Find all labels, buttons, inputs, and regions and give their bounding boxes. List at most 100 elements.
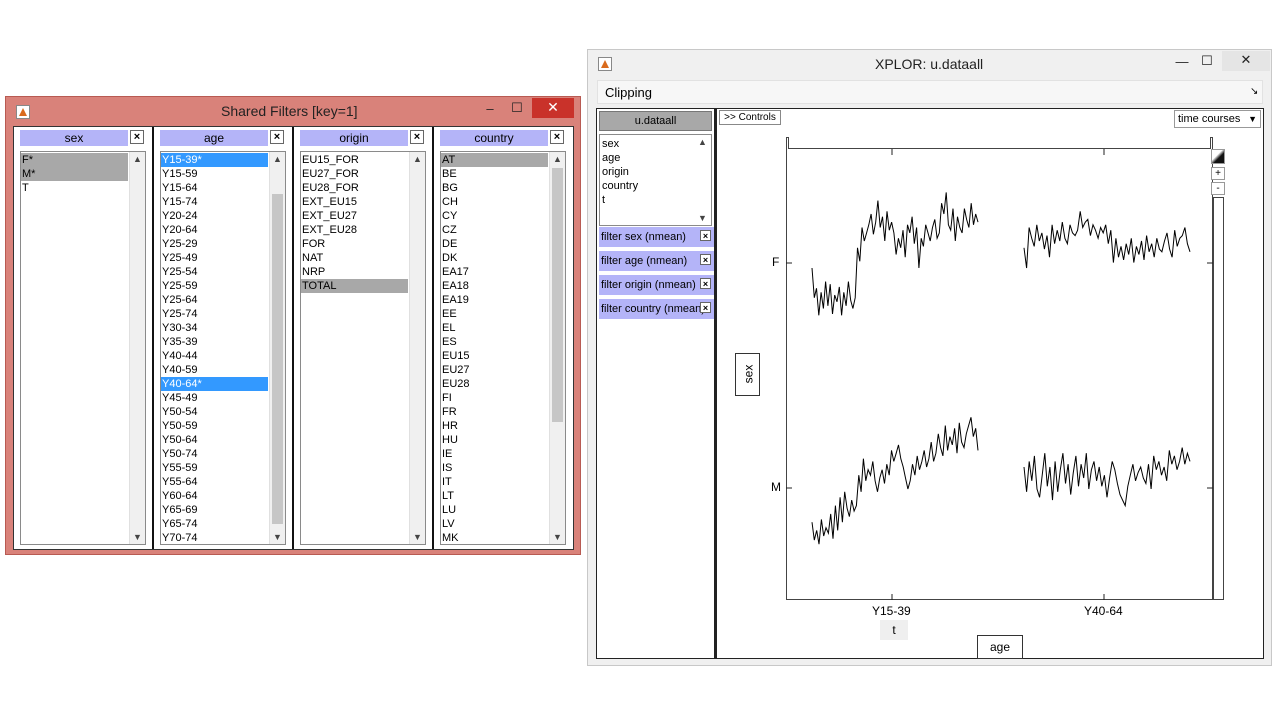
list-item[interactable]: ES — [442, 336, 457, 348]
scroll-down-arrow[interactable]: ▼ — [133, 532, 142, 542]
list-item[interactable]: Y15-39* — [161, 153, 268, 167]
list-item[interactable]: Y25-49 — [162, 252, 198, 264]
list-item[interactable]: CY — [442, 210, 458, 222]
list-item[interactable]: FOR — [302, 238, 326, 250]
list-item[interactable]: Y50-54 — [162, 406, 198, 418]
top-scroll-strip[interactable] — [788, 137, 1211, 149]
title-bar[interactable]: Shared Filters [key=1] – ☐ ✕ — [6, 97, 580, 125]
remove-filter-button[interactable]: × — [700, 254, 711, 265]
list-item[interactable]: FR — [442, 406, 457, 418]
list-item[interactable]: Y15-59 — [162, 168, 198, 180]
list-item[interactable]: AT — [441, 153, 548, 167]
maximize-button[interactable]: ☐ — [511, 100, 523, 115]
scroll-up-arrow[interactable]: ▲ — [413, 154, 422, 164]
list-item[interactable]: Y40-59 — [162, 364, 198, 376]
close-filter-sex-button[interactable]: × — [130, 130, 144, 144]
list-item[interactable]: BG — [442, 182, 458, 194]
list-item[interactable]: NRP — [302, 266, 326, 278]
list-item[interactable]: EXT_EU28 — [302, 224, 358, 236]
dataset-name[interactable]: u.dataall — [599, 111, 712, 131]
list-item[interactable]: EU15 — [442, 350, 470, 362]
dimension-item[interactable]: age — [602, 152, 621, 164]
y-dimension-button[interactable]: sex — [735, 353, 760, 396]
filter-age-row[interactable]: filter age (nmean) × — [599, 251, 714, 271]
zoom-out-button[interactable]: - — [1211, 182, 1225, 195]
list-item[interactable]: IS — [442, 462, 453, 474]
list-item[interactable]: Y25-74 — [162, 308, 198, 320]
dimension-item[interactable]: sex — [602, 138, 620, 150]
list-item[interactable]: Y65-69 — [162, 504, 198, 516]
close-button[interactable]: ✕ — [1222, 51, 1270, 71]
scroll-down-arrow[interactable]: ▼ — [553, 532, 562, 542]
list-item[interactable]: M* — [21, 167, 128, 181]
list-item[interactable]: Y35-39 — [162, 336, 198, 348]
list-item[interactable]: BE — [442, 168, 457, 180]
list-item[interactable]: EXT_EU27 — [302, 210, 358, 222]
list-scrollbar[interactable]: ▲ ▼ — [129, 152, 145, 544]
remove-filter-button[interactable]: × — [700, 302, 711, 313]
scroll-thumb[interactable] — [552, 168, 563, 422]
list-item[interactable]: Y25-59 — [162, 280, 198, 292]
list-item[interactable]: EA17 — [442, 266, 469, 278]
list-scrollbar[interactable]: ▲ ▼ — [695, 135, 711, 225]
filter-list-country[interactable]: AT BE BG CH CY CZ DE DK EA17 EA18 EA19 EE EL ES EU15 EU… — [440, 151, 566, 545]
controls-button[interactable]: >> Controls — [719, 110, 781, 125]
list-item[interactable]: LU — [442, 504, 457, 516]
display-mode-select[interactable]: time courses ▼ — [1174, 110, 1261, 128]
list-scrollbar[interactable]: ▲ ▼ — [269, 152, 285, 544]
list-item[interactable]: F* — [21, 153, 128, 167]
list-item[interactable]: FI — [442, 392, 452, 404]
filter-origin-row[interactable]: filter origin (nmean) × — [599, 275, 714, 295]
list-item[interactable]: EL — [442, 322, 456, 334]
t-dimension-label[interactable]: t — [880, 620, 908, 640]
vertical-slider[interactable] — [1213, 197, 1224, 600]
list-item[interactable]: Y65-74 — [162, 518, 198, 530]
list-item[interactable]: EA19 — [442, 294, 469, 306]
filter-country-row[interactable]: filter country (nmean) × — [599, 299, 714, 319]
minimize-button[interactable]: — — [1175, 54, 1189, 69]
list-item[interactable]: Y25-64 — [162, 294, 198, 306]
scroll-up-arrow[interactable]: ▲ — [698, 137, 707, 147]
list-item[interactable]: Y30-34 — [162, 322, 198, 334]
close-filter-country-button[interactable]: × — [550, 130, 564, 144]
close-filter-origin-button[interactable]: × — [410, 130, 424, 144]
scroll-down-arrow[interactable]: ▼ — [413, 532, 422, 542]
list-item[interactable]: DE — [442, 238, 458, 250]
x-dimension-button[interactable]: age — [977, 635, 1023, 659]
list-item[interactable]: IE — [442, 448, 453, 460]
filter-sex-row[interactable]: filter sex (nmean) × — [599, 227, 714, 247]
scroll-thumb[interactable] — [272, 194, 283, 524]
menu-clipping[interactable]: Clipping — [605, 85, 652, 100]
list-item[interactable]: NAT — [302, 252, 324, 264]
list-item[interactable]: EE — [442, 308, 457, 320]
minimize-button[interactable]: – — [486, 101, 494, 116]
list-item[interactable]: Y40-64* — [161, 377, 268, 391]
plot-frame[interactable] — [786, 137, 1213, 600]
list-item[interactable]: T — [22, 182, 29, 194]
dimension-list[interactable]: sex age origin country t ▲ ▼ — [599, 134, 712, 226]
menu-bar[interactable]: Clipping ↘ — [597, 80, 1263, 104]
list-item[interactable]: Y60-64 — [162, 490, 198, 502]
list-item[interactable]: Y55-59 — [162, 462, 198, 474]
list-item[interactable]: Y25-29 — [162, 238, 198, 250]
close-button[interactable]: ✕ — [532, 98, 574, 118]
list-item[interactable]: Y25-54 — [162, 266, 198, 278]
scroll-up-arrow[interactable]: ▲ — [273, 154, 282, 164]
list-item[interactable]: CH — [442, 196, 458, 208]
list-item[interactable]: Y20-24 — [162, 210, 198, 222]
close-filter-age-button[interactable]: × — [270, 130, 284, 144]
list-item[interactable]: EU15_FOR — [302, 154, 359, 166]
list-item[interactable]: IT — [442, 476, 452, 488]
list-item[interactable]: CZ — [442, 224, 457, 236]
maximize-button[interactable]: ☐ — [1201, 53, 1213, 68]
list-item[interactable]: Y15-74 — [162, 196, 198, 208]
list-scrollbar[interactable]: ▲ ▼ — [409, 152, 425, 544]
list-item[interactable]: EU28_FOR — [302, 182, 359, 194]
list-item[interactable]: Y55-64 — [162, 476, 198, 488]
list-item[interactable]: Y50-64 — [162, 434, 198, 446]
zoom-in-button[interactable]: + — [1211, 167, 1225, 180]
list-item[interactable]: Y20-64 — [162, 224, 198, 236]
list-item[interactable]: EA18 — [442, 280, 469, 292]
filter-list-origin[interactable]: EU15_FOR EU27_FOR EU28_FOR EXT_EU15 EXT_EU27… — [300, 151, 426, 545]
dimension-item[interactable]: t — [602, 194, 606, 206]
